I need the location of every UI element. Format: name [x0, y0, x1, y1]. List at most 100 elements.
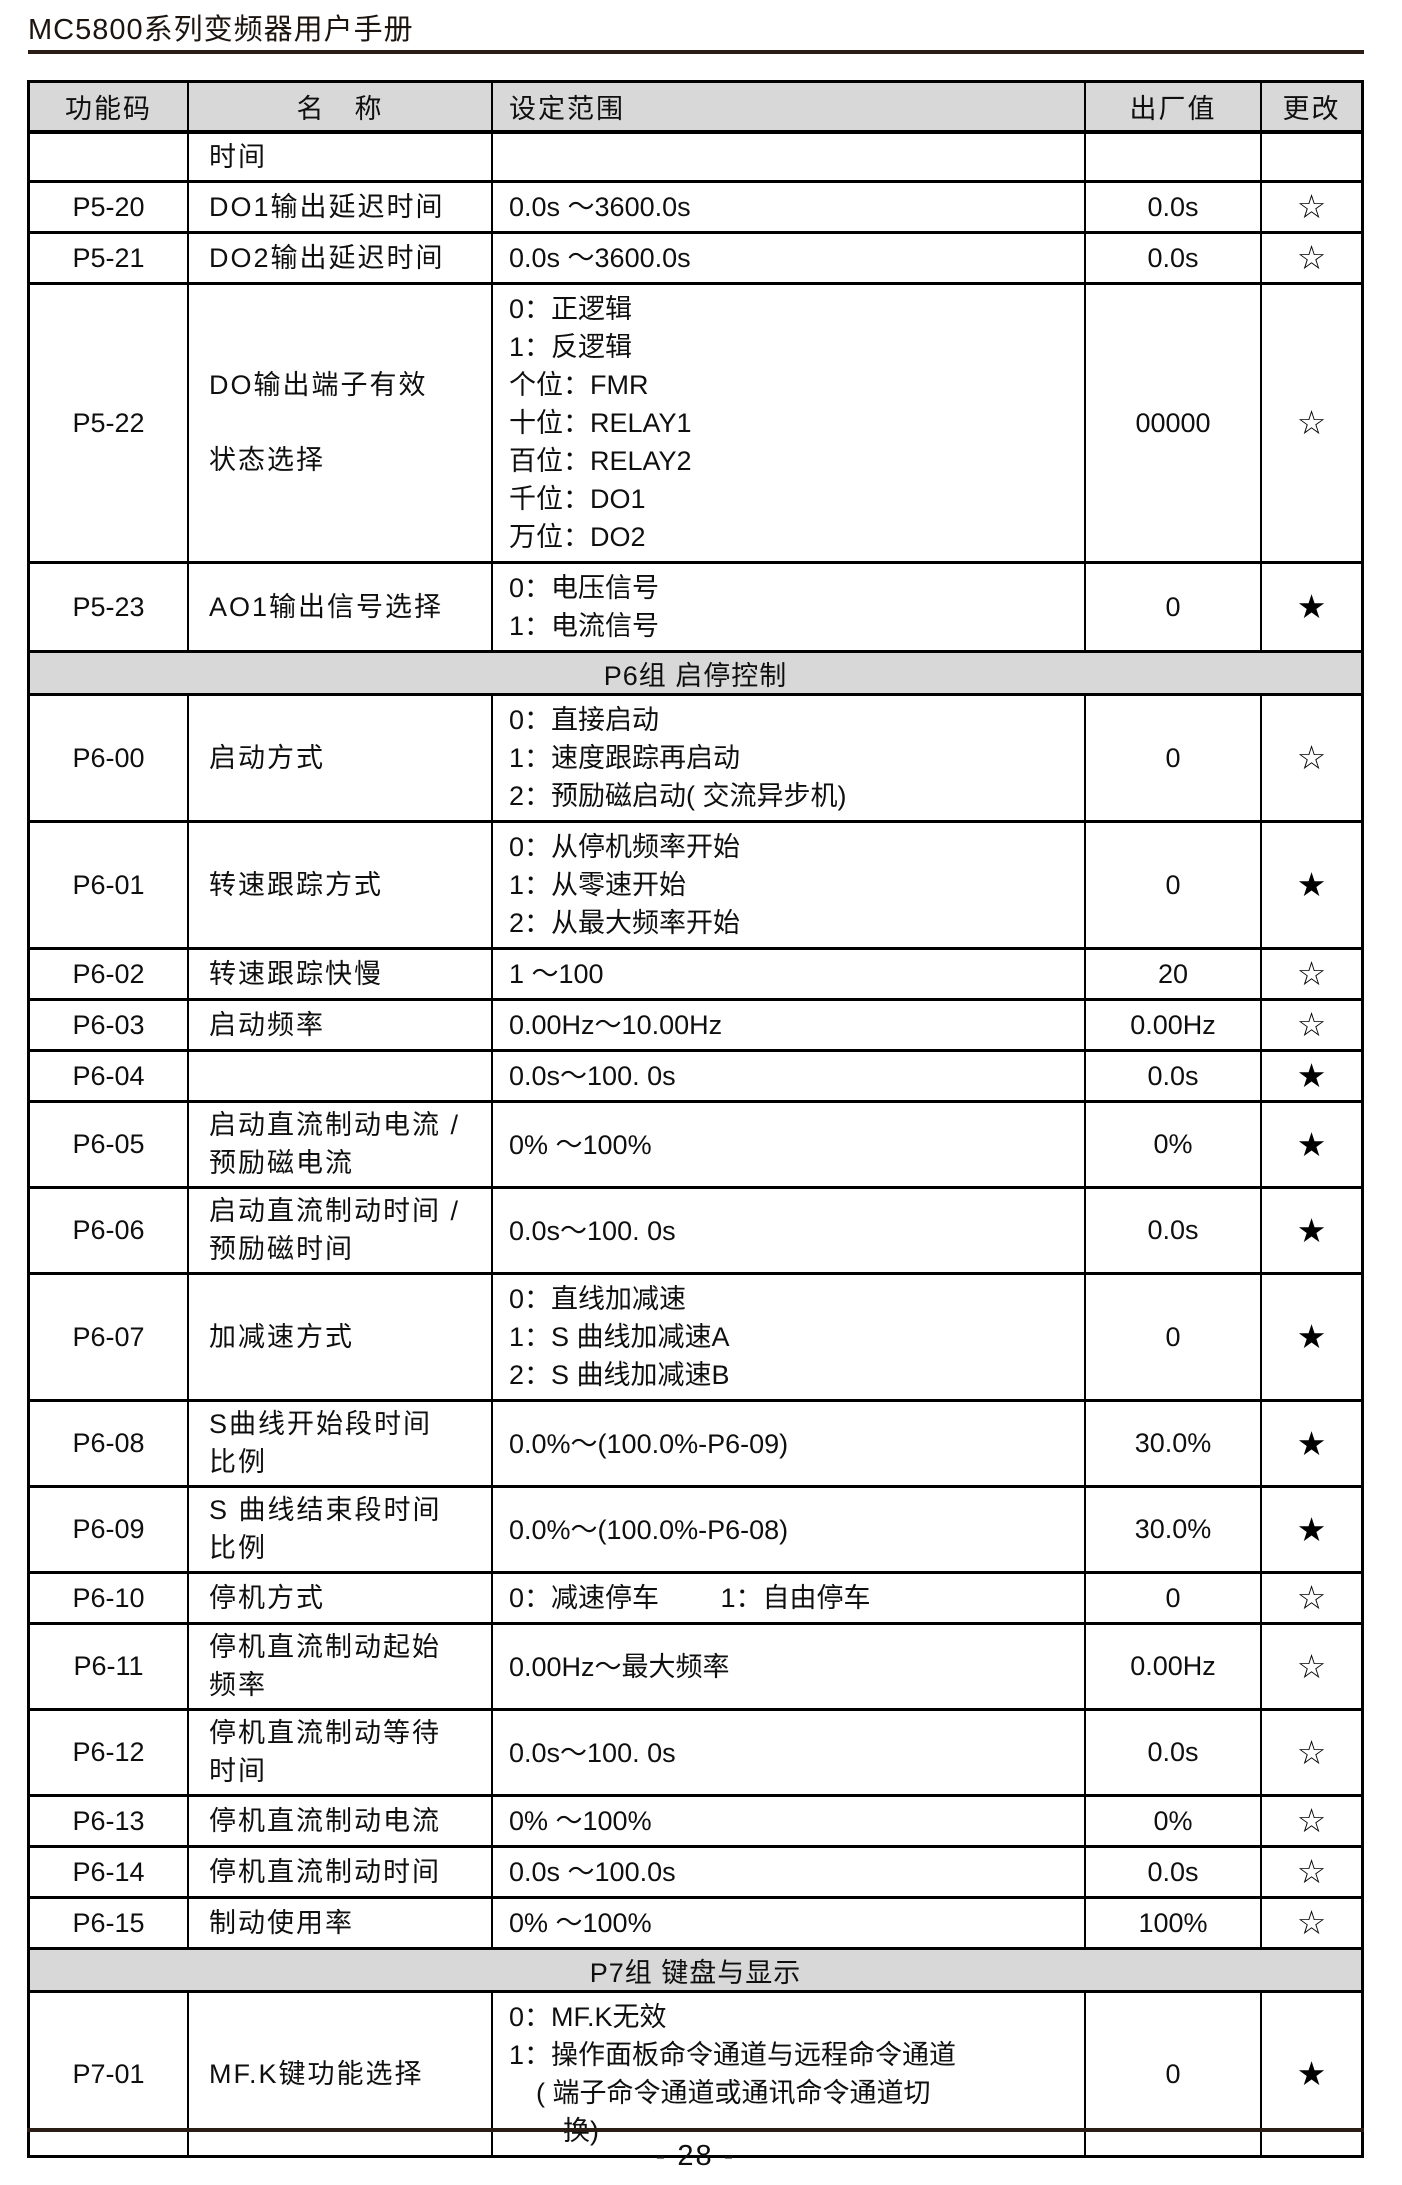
table-row: P6-15 制动使用率 0% ～100% 100% ☆	[30, 1899, 1361, 1950]
change-flag-cell: ☆	[1262, 183, 1361, 231]
param-name-cell: 加减速方式	[189, 1275, 493, 1399]
table-row: P7-01 MF.K键功能选择 0：MF.K无效 1：操作面板命令通道与远程命令通道 …	[30, 1993, 1361, 2155]
group-header-row: P7组 键盘与显示	[30, 1950, 1361, 1993]
param-name-line: AO1输出信号选择	[209, 591, 444, 622]
param-name-line: S曲线开始段时间	[209, 1409, 433, 1439]
factory-value-cell: 0.0s	[1086, 1848, 1262, 1896]
change-flag-cell: ★	[1262, 564, 1361, 650]
param-name-line: 预励磁时间	[209, 1234, 354, 1264]
page-title: MC5800系列变频器用户手册	[28, 14, 414, 46]
star-icon-filled: ★	[1296, 2055, 1327, 2092]
factory-value-cell: 0.0s	[1086, 1052, 1262, 1100]
range-line: 十位：RELAY1	[509, 408, 692, 438]
table-row: 时间	[30, 134, 1361, 183]
range-line: 个位：FMR	[509, 370, 649, 400]
table-row: P6-08 S曲线开始段时间 比例 0.0%～(100.0%-P6-09) 30.0% ★	[30, 1402, 1361, 1488]
param-name-cell: AO1输出信号选择	[189, 564, 493, 650]
range-line: 0：电压信号	[509, 573, 660, 603]
table-row: P5-21 DO2输出延迟时间 0.0s ～3600.0s 0.0s ☆	[30, 234, 1361, 285]
footer-rule	[27, 2128, 1364, 2132]
param-code-cell: P6-04	[30, 1052, 189, 1100]
param-name-line: 预励磁电流	[209, 1148, 354, 1178]
table-row: P6-10 停机方式 0：减速停车 1：自由停车 0 ☆	[30, 1574, 1361, 1625]
star-icon-outline: ☆	[1296, 1904, 1327, 1941]
star-icon-filled: ★	[1296, 1510, 1327, 1548]
param-range-cell: 0.0s ～100.0s	[493, 1848, 1086, 1896]
table-row: P5-23 AO1输出信号选择 0：电压信号 1：电流信号 0 ★	[30, 564, 1361, 653]
param-name-cell: 停机直流制动时间	[189, 1848, 493, 1896]
param-name-cell: DO1输出延迟时间	[189, 183, 493, 231]
change-flag-cell: ☆	[1262, 1899, 1361, 1947]
change-flag-cell: ☆	[1262, 1574, 1361, 1622]
param-range-cell: 0.0%～(100.0%-P6-08)	[493, 1488, 1086, 1571]
range-line: 0% ～100%	[509, 1908, 652, 1938]
range-line: 0.00Hz～10.00Hz	[509, 1010, 723, 1040]
param-code-cell: P5-23	[30, 564, 189, 650]
factory-value-cell: 0	[1086, 1993, 1262, 2155]
factory-value-cell: 20	[1086, 950, 1262, 998]
param-name-line: 加减速方式	[209, 1321, 354, 1352]
factory-value-cell: 00000	[1086, 285, 1262, 561]
param-name-line: 停机直流制动电流	[209, 1805, 441, 1836]
param-range-cell: 0.0s～100. 0s	[493, 1711, 1086, 1794]
table-row: P6-09 S 曲线结束段时间 比例 0.0%～(100.0%-P6-08) 30.0%…	[30, 1488, 1361, 1574]
range-line: ( 端子命令通道或通讯命令通道切	[509, 2078, 931, 2108]
page-number: - 28 -	[655, 2140, 736, 2172]
param-name-cell: 启动频率	[189, 1001, 493, 1049]
range-line: 0.0s～100. 0s	[509, 1737, 676, 1768]
change-flag-cell: ☆	[1262, 285, 1361, 561]
group-header-row: P6组 启停控制	[30, 653, 1361, 696]
star-icon-filled: ★	[1296, 1057, 1327, 1094]
change-flag-cell: ★	[1262, 1275, 1361, 1399]
param-range-cell: 0：从停机频率开始 1：从零速开始 2：从最大频率开始	[493, 823, 1086, 947]
parameter-table: 功能码 名 称 设定范围 出厂值 更改 时间 P5-20 DO1输出延迟时间 0.0s…	[27, 80, 1364, 2158]
group-header-label: P7组 键盘与显示	[589, 1957, 802, 1988]
table-header-row: 功能码 名 称 设定范围 出厂值 更改	[30, 83, 1361, 134]
star-icon-outline: ☆	[1296, 1006, 1327, 1043]
param-code-cell	[30, 134, 189, 180]
star-icon-filled: ★	[1296, 588, 1327, 625]
range-line: 0% ～100%	[509, 1806, 652, 1836]
range-line: 1：S 曲线加减速A	[509, 1322, 730, 1352]
param-name-cell: 制动使用率	[189, 1899, 493, 1947]
param-code-cell: P6-11	[30, 1625, 189, 1708]
change-flag-cell: ☆	[1262, 1797, 1361, 1845]
param-name-cell: 启动直流制动时间 / 预励磁时间	[189, 1189, 493, 1272]
param-name-line: 状态选择	[209, 445, 325, 475]
param-name-cell: MF.K键功能选择	[189, 1993, 493, 2155]
star-icon-filled: ★	[1296, 1211, 1327, 1249]
factory-value-cell: 0.0s	[1086, 234, 1262, 282]
table-row: P6-01 转速跟踪方式 0：从停机频率开始 1：从零速开始 2：从最大频率开始 0 ★	[30, 823, 1361, 950]
table-row: P6-12 停机直流制动等待 时间 0.0s～100. 0s 0.0s ☆	[30, 1711, 1361, 1797]
param-name-line: 频率	[209, 1670, 267, 1700]
range-line: 1：速度跟踪再启动	[509, 743, 741, 773]
param-name-cell: 停机方式	[189, 1574, 493, 1622]
param-code-cell: P6-10	[30, 1574, 189, 1622]
range-line: 0：MF.K无效	[509, 2002, 667, 2032]
param-name-line: 启动频率	[209, 1009, 325, 1040]
param-name-cell: 停机直流制动电流	[189, 1797, 493, 1845]
table-row: P5-20 DO1输出延迟时间 0.0s ～3600.0s 0.0s ☆	[30, 183, 1361, 234]
factory-value-cell: 0.0s	[1086, 1189, 1262, 1272]
param-range-cell: 0.0s～100. 0s	[493, 1189, 1086, 1272]
column-header-factory-value: 出厂值	[1086, 83, 1262, 130]
range-line: 0.0s～100. 0s	[509, 1215, 676, 1246]
table-row: P6-13 停机直流制动电流 0% ～100% 0% ☆	[30, 1797, 1361, 1848]
param-name-cell: 转速跟踪快慢	[189, 950, 493, 998]
range-line: 0：直接启动	[509, 705, 660, 735]
param-range-cell: 0：减速停车 1：自由停车	[493, 1574, 1086, 1622]
table-row: P5-22 DO输出端子有效 状态选择 0：正逻辑 1：反逻辑 个位：FMR 十位：RELA…	[30, 285, 1361, 564]
star-icon-outline: ☆	[1296, 404, 1327, 441]
change-flag-cell: ☆	[1262, 1711, 1361, 1794]
change-flag-cell: ☆	[1262, 1625, 1361, 1708]
range-line: 0.0s～100. 0s	[509, 1061, 676, 1091]
change-flag-cell: ☆	[1262, 1848, 1361, 1896]
change-flag-cell	[1262, 134, 1361, 180]
factory-value-cell: 0.00Hz	[1086, 1001, 1262, 1049]
param-code-cell: P6-03	[30, 1001, 189, 1049]
change-flag-cell: ★	[1262, 1189, 1361, 1272]
range-line: 1：从零速开始	[509, 870, 687, 900]
star-icon-outline: ☆	[1296, 239, 1327, 276]
star-icon-filled: ★	[1296, 1125, 1327, 1163]
param-code-cell: P6-15	[30, 1899, 189, 1947]
